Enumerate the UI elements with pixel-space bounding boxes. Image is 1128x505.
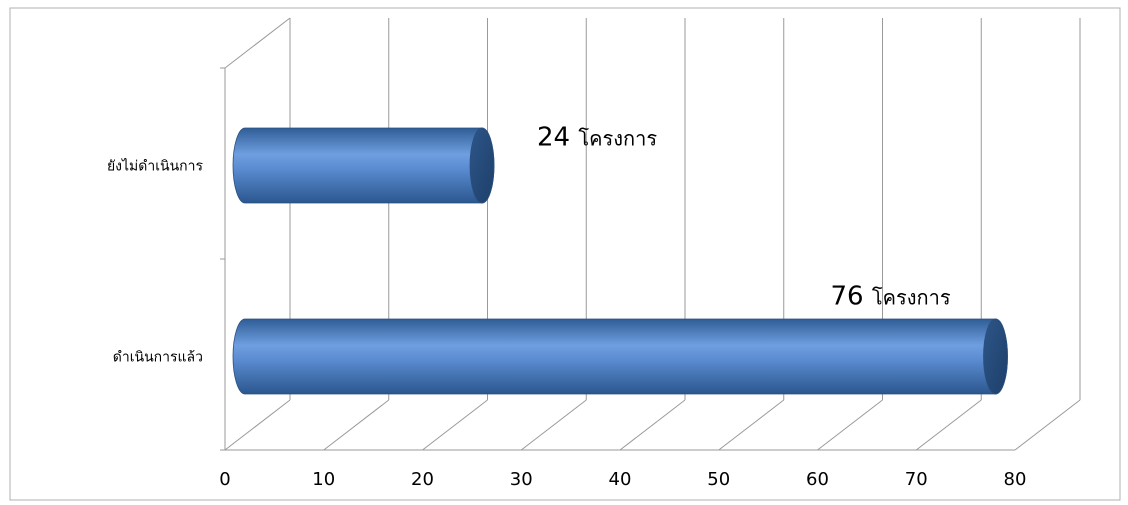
x-tick-label-0: 0 — [219, 469, 230, 490]
side-wall-top-edge — [224, 17, 291, 69]
floor-line-70 — [915, 399, 982, 451]
data-label-1: 76 โครงการ — [831, 282, 951, 312]
data-label-number-0: 24 — [537, 123, 578, 153]
bar-body-0 — [232, 127, 495, 204]
x-tick-label-30: 30 — [510, 469, 533, 490]
bar-cap-0 — [469, 127, 495, 204]
floor-line-50 — [718, 399, 785, 451]
bar-body-1 — [232, 318, 1008, 395]
floor-line-60 — [817, 399, 883, 451]
x-tick-label-70: 70 — [905, 469, 928, 490]
chart-border — [9, 7, 1121, 501]
x-tick-label-80: 80 — [1004, 469, 1027, 490]
floor-line-40 — [619, 399, 686, 451]
floor-line-10 — [323, 399, 390, 451]
data-label-unit-0: โครงการ — [578, 127, 657, 151]
bar-0 — [232, 127, 495, 204]
x-tick-label-20: 20 — [411, 469, 434, 490]
x-tick-label-40: 40 — [609, 469, 632, 490]
floor-line-0 — [224, 399, 291, 451]
x-tick-label-60: 60 — [806, 469, 829, 490]
category-label-0: ยังไม่ดำเนินการ — [107, 158, 204, 175]
data-label-number-1: 76 — [831, 282, 872, 312]
floor-line-80 — [1014, 399, 1081, 451]
x-tick-label-10: 10 — [312, 469, 335, 490]
bar-cap-1 — [983, 318, 1008, 395]
floor-line-30 — [520, 399, 587, 451]
data-label-unit-1: โครงการ — [872, 286, 951, 310]
x-tick-label-50: 50 — [707, 469, 730, 490]
data-label-0: 24 โครงการ — [537, 123, 657, 153]
floor-line-20 — [422, 399, 488, 451]
category-label-1: ดำเนินการแล้ว — [113, 350, 203, 366]
bar-1 — [232, 318, 1008, 395]
